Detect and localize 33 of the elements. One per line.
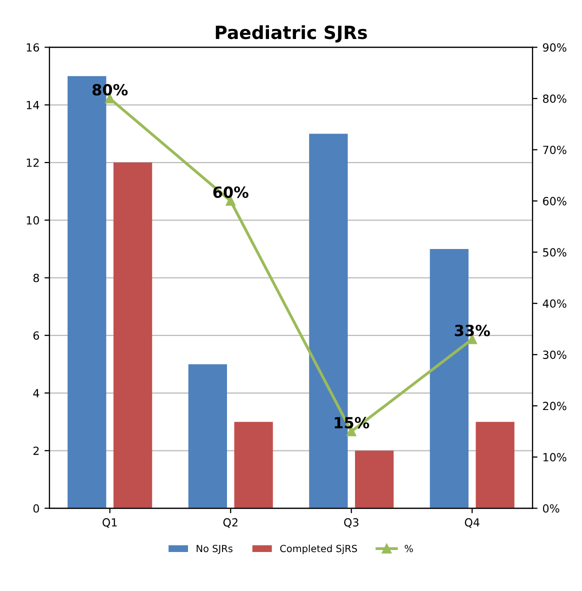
bar	[113, 162, 152, 508]
bar	[476, 422, 514, 508]
y2-tick-label: 70%	[543, 146, 566, 154]
y2-tick-label: 30%	[543, 350, 566, 359]
y-tick-label: 14	[26, 101, 40, 110]
bar	[234, 422, 273, 508]
chart-title: Paediatric SJRs	[216, 25, 367, 43]
legend-label: %	[404, 544, 413, 552]
x-tick-label: Q4	[464, 518, 480, 528]
y2-tick-label: 40%	[542, 299, 566, 308]
y-tick-label: 12	[26, 158, 39, 167]
x-tick-label: Q1	[102, 518, 117, 528]
y-tick-label: 16	[26, 43, 40, 52]
y-tick-label: 10	[26, 216, 40, 225]
y-tick-label: 6	[33, 331, 40, 340]
y-tick-label: 0	[33, 504, 40, 513]
y-tick-label: 8	[33, 274, 39, 282]
y2-tick-label: 50%	[543, 248, 566, 257]
bar	[188, 364, 227, 508]
x-tick-label: Q2	[223, 518, 238, 528]
y2-tick-label: 0%	[542, 504, 560, 513]
y-tick-label: 4	[33, 389, 40, 398]
legend-label: No SJRs	[196, 544, 232, 554]
bar	[355, 450, 394, 508]
y2-tick-label: 80%	[543, 94, 566, 103]
x-tick-label: Q3	[344, 518, 358, 528]
y2-tick-label: 60%	[543, 196, 566, 206]
legend-label: Completed SjRS	[280, 544, 357, 554]
data-label: 15%	[334, 416, 370, 428]
y2-tick-label: 90%	[542, 43, 566, 52]
y-tick-label: 2	[33, 446, 39, 455]
y2-tick-label: 20%	[543, 402, 566, 410]
y2-tick-label: 10%	[543, 453, 566, 462]
